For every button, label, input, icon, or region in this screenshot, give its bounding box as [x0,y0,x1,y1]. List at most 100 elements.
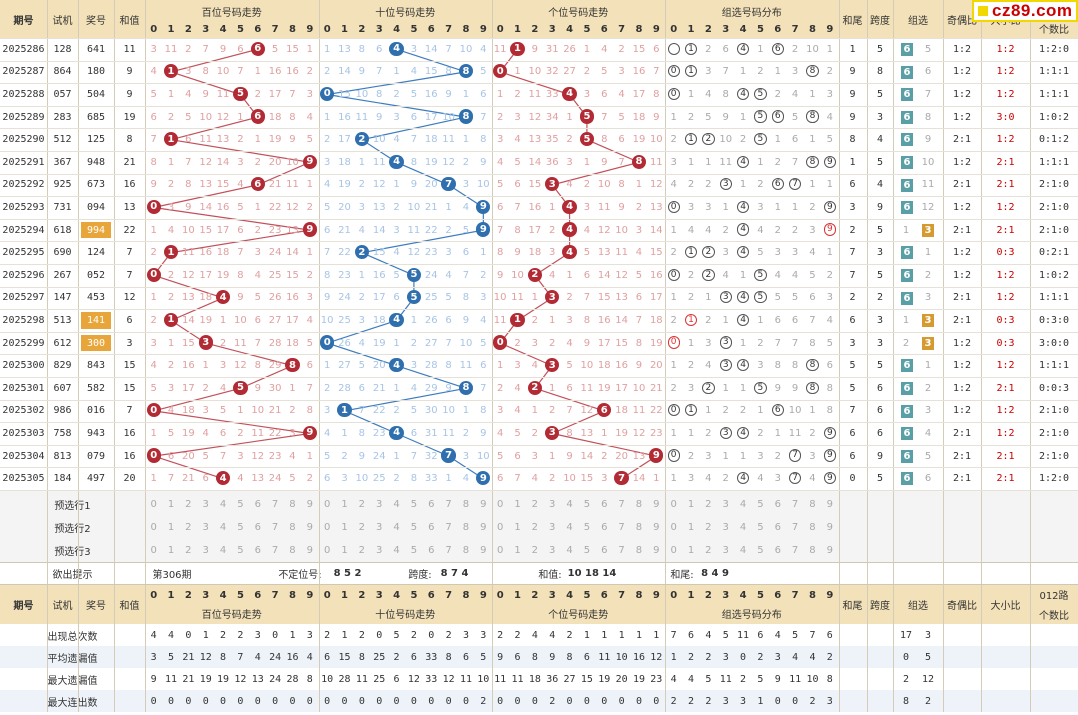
preselect-digit[interactable]: 1 [514,545,521,556]
preselect-digit[interactable]: 9 [306,499,313,510]
preselect-digit[interactable]: 4 [739,499,747,510]
preselect-digit[interactable]: 0 [670,499,677,510]
preselect-digit[interactable]: 2 [705,545,712,556]
preselect-digit[interactable]: 8 [462,522,470,533]
preselect-digit[interactable]: 9 [306,545,313,556]
preselect-digit[interactable]: 7 [791,545,799,556]
preselect-digit[interactable]: 4 [393,499,400,510]
preselect-digit[interactable]: 9 [480,499,487,510]
preselect-digit[interactable]: 3 [202,522,209,533]
preselect-digit[interactable]: 6 [254,522,261,533]
preselect-digit[interactable]: 5 [757,545,764,556]
preselect-digit[interactable]: 1 [341,499,348,510]
preselect-digit[interactable]: 4 [566,522,573,533]
preselect-digit[interactable]: 9 [480,545,487,556]
preselect-digit[interactable]: 0 [496,499,504,510]
preselect-digit[interactable]: 6 [601,522,608,533]
preselect-digit[interactable]: 4 [219,499,227,510]
preselect-digit[interactable]: 0 [670,522,677,533]
preselect-digit[interactable]: 6 [774,545,781,556]
preselect-digit[interactable]: 6 [254,499,261,510]
preselect-digit[interactable]: 1 [167,499,175,510]
preselect-digit[interactable]: 7 [791,499,799,510]
preselect-digit[interactable]: 9 [480,522,487,533]
preselect-digit[interactable]: 3 [722,545,729,556]
preselect-digit[interactable]: 0 [496,545,504,556]
preselect-digit[interactable]: 0 [150,545,157,556]
preselect-digit[interactable]: 6 [774,522,781,533]
preselect-digit[interactable]: 8 [635,522,643,533]
preselect-digit[interactable]: 4 [566,545,573,556]
preselect-digit[interactable]: 1 [167,522,175,533]
preselect-digit[interactable]: 0 [323,499,331,510]
preselect-digit[interactable]: 1 [687,499,695,510]
preselect-digit[interactable]: 5 [237,499,244,510]
preselect-digit[interactable]: 7 [271,522,279,533]
preselect-digit[interactable]: 9 [653,522,660,533]
preselect-digit[interactable]: 8 [635,545,643,556]
preselect-digit[interactable]: 5 [583,522,591,533]
preselect-digit[interactable]: 5 [757,499,764,510]
preselect-digit[interactable]: 3 [376,499,383,510]
preselect-digit[interactable]: 5 [583,545,591,556]
preselect-digit[interactable]: 4 [739,545,747,556]
preselect-digit[interactable]: 2 [531,499,539,510]
preselect-digit[interactable]: 1 [687,545,695,556]
preselect-digit[interactable]: 5 [410,522,418,533]
preselect-digit[interactable]: 3 [549,499,556,510]
preselect-digit[interactable]: 3 [202,499,209,510]
preselect-digit[interactable]: 8 [809,545,816,556]
preselect-digit[interactable]: 2 [185,522,192,533]
preselect-digit[interactable]: 2 [185,499,192,510]
preselect-digit[interactable]: 4 [566,499,573,510]
preselect-digit[interactable]: 3 [722,522,729,533]
preselect-digit[interactable]: 7 [445,522,452,533]
col-issue-header[interactable]: 期号 [13,15,34,27]
preselect-digit[interactable]: 5 [757,522,764,533]
preselect-digit[interactable]: 3 [549,522,556,533]
preselect-digit[interactable]: 2 [358,499,366,510]
preselect-digit[interactable]: 1 [341,522,348,533]
preselect-digit[interactable]: 0 [150,499,157,510]
preselect-digit[interactable]: 5 [410,545,418,556]
preselect-digit[interactable]: 4 [219,522,227,533]
preselect-digit[interactable]: 1 [167,545,175,556]
preselect-digit[interactable]: 2 [705,522,712,533]
preselect-digit[interactable]: 9 [826,522,833,533]
preselect-digit[interactable]: 1 [514,499,521,510]
preselect-digit[interactable]: 3 [376,545,383,556]
preselect-digit[interactable]: 3 [376,522,383,533]
preselect-digit[interactable]: 8 [809,499,816,510]
preselect-digit[interactable]: 0 [150,522,157,533]
preselect-digit[interactable]: 9 [306,522,313,533]
preselect-digit[interactable]: 7 [445,545,452,556]
preselect-digit[interactable]: 8 [289,499,296,510]
preselect-digit[interactable]: 1 [687,522,695,533]
preselect-digit[interactable]: 6 [601,545,608,556]
preselect-digit[interactable]: 7 [618,499,625,510]
preselect-digit[interactable]: 4 [219,545,227,556]
preselect-digit[interactable]: 8 [289,545,296,556]
preselect-digit[interactable]: 0 [670,545,677,556]
preselect-digit[interactable]: 7 [791,522,799,533]
preselect-digit[interactable]: 7 [271,545,279,556]
preselect-digit[interactable]: 3 [549,545,556,556]
preselect-digit[interactable]: 2 [185,545,192,556]
preselect-digit[interactable]: 3 [202,545,209,556]
preselect-digit[interactable]: 6 [428,522,435,533]
site-logo[interactable]: cz89.com [972,0,1078,22]
preselect-digit[interactable]: 5 [410,499,418,510]
preselect-digit[interactable]: 6 [254,545,261,556]
preselect-digit[interactable]: 0 [323,545,331,556]
preselect-digit[interactable]: 4 [393,522,400,533]
preselect-digit[interactable]: 9 [826,499,833,510]
preselect-digit[interactable]: 2 [358,545,366,556]
preselect-digit[interactable]: 0 [323,522,331,533]
preselect-digit[interactable]: 4 [393,545,400,556]
preselect-digit[interactable]: 7 [618,522,625,533]
preselect-digit[interactable]: 6 [774,499,781,510]
preselect-digit[interactable]: 2 [531,545,539,556]
preselect-digit[interactable]: 9 [826,545,833,556]
preselect-digit[interactable]: 2 [358,522,366,533]
preselect-digit[interactable]: 5 [583,499,591,510]
